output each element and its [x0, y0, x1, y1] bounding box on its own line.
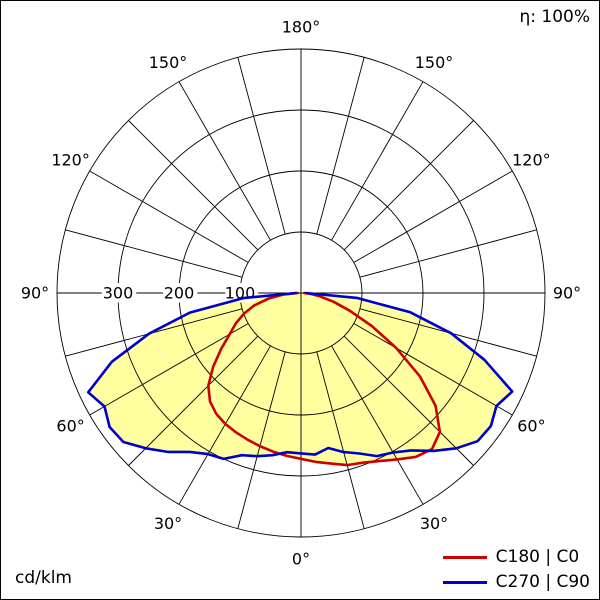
radial-tick-label: 200: [164, 284, 195, 303]
angle-label: 120°: [512, 151, 551, 170]
angle-label: 60°: [56, 417, 84, 436]
efficiency-label: η: 100%: [519, 7, 590, 27]
radial-tick-label: 300: [103, 284, 134, 303]
curve-c180-c0: [207, 291, 442, 467]
angle-label: 90°: [553, 284, 581, 303]
fill-area: [88, 293, 513, 459]
curve-c270-c90: [86, 291, 514, 461]
grid-spoke: [237, 57, 286, 235]
angle-label: 0°: [292, 550, 310, 569]
legend-label-c90: C270 | C90: [495, 572, 590, 592]
legend-line-red-icon: [442, 555, 487, 559]
angle-label: 30°: [420, 514, 448, 533]
grid-spoke: [316, 57, 365, 235]
legend-line-blue-icon: [442, 580, 487, 584]
polar-grid: [56, 48, 546, 538]
grid-spoke: [353, 170, 513, 263]
angle-label: 150°: [415, 53, 454, 72]
angle-label: 120°: [51, 151, 90, 170]
grid-spoke: [331, 345, 424, 505]
grid-spoke: [89, 323, 249, 416]
legend-item-c90: C270 | C90: [442, 572, 590, 592]
angle-labels: 0° 30° 30° 60° 60° 90° 90° 120° 120° 150° 150° 180°: [21, 18, 581, 569]
legend: C180 | C0 C270 | C90: [442, 547, 590, 592]
unit-label: cd/klm: [15, 567, 72, 588]
angle-label: 90°: [21, 284, 49, 303]
grid-spoke: [331, 81, 424, 241]
grid-spoke: [128, 335, 259, 466]
grid-spoke: [353, 323, 513, 416]
grid-spoke: [316, 351, 365, 529]
legend-item-c0: C180 | C0: [442, 547, 590, 567]
angle-label: 150°: [149, 53, 188, 72]
grid-spoke: [343, 120, 474, 251]
grid-spoke: [178, 81, 271, 241]
grid-spoke: [128, 120, 259, 251]
legend-label-c0: C180 | C0: [495, 547, 580, 567]
angle-label: 30°: [154, 514, 182, 533]
radial-tick-label: 100: [225, 284, 256, 303]
grid-spoke: [343, 335, 474, 466]
grid-spoke: [65, 229, 243, 278]
grid-spoke: [359, 229, 537, 278]
grid-spoke: [237, 351, 286, 529]
grid-spoke: [89, 170, 249, 263]
angle-label: 60°: [517, 417, 545, 436]
angle-label: 180°: [282, 18, 321, 37]
radial-tick-labels: 100 200 300: [99, 280, 260, 307]
